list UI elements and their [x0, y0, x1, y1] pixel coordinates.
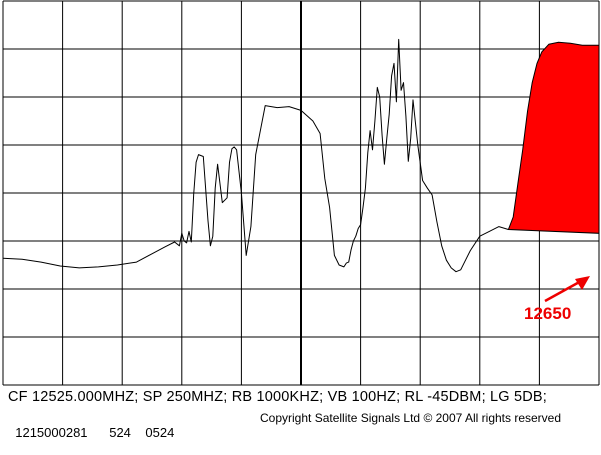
copyright-post: 2007 All rights reserved — [435, 411, 562, 425]
arrow-head — [575, 276, 590, 290]
annotation-group: 12650 — [507, 41, 600, 323]
spectrum-trace — [2, 38, 509, 273]
arrow-shaft — [544, 278, 584, 303]
copyright-notice: Copyright Satellite Signals Ltd © 2007 A… — [260, 411, 561, 425]
grid — [2, 0, 600, 386]
spectrum-plot: 12650 — [2, 0, 600, 386]
copyright-pre: Copyright Satellite Signals Ltd — [260, 411, 421, 425]
trace-group — [2, 38, 509, 273]
analyzer-settings-text: CF 12525.000MHZ; SP 250MHZ; RB 1000KHZ; … — [8, 389, 548, 405]
highlight-band — [507, 41, 600, 234]
copyright-symbol: © — [423, 411, 433, 425]
frequency-label: 12650 — [524, 304, 571, 323]
